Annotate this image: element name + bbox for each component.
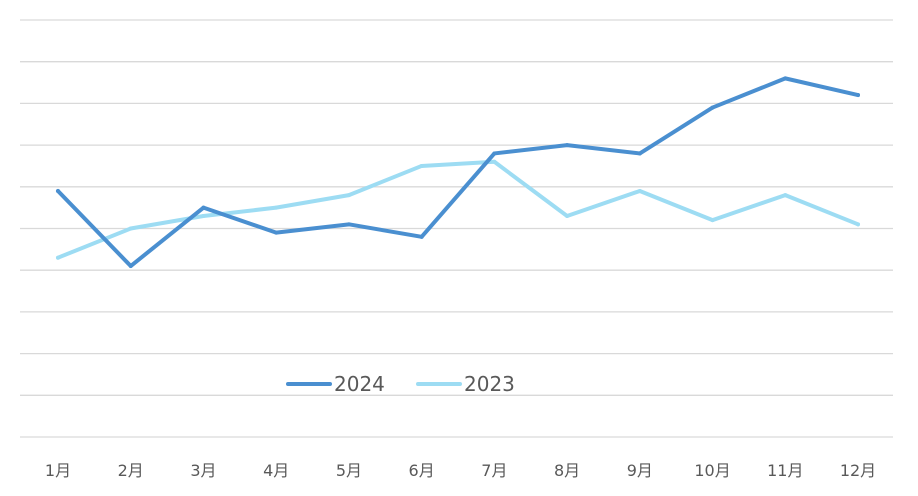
- data-point-2023: [856, 222, 860, 227]
- x-tick-label: 11月: [767, 461, 803, 480]
- data-point-2023: [492, 159, 497, 164]
- legend-item-2024: 2024: [286, 372, 385, 396]
- x-tick-label: 3月: [190, 461, 216, 480]
- series-line-2024: [56, 76, 860, 269]
- x-axis-ticks: 1月 2月 3月 4月 5月 6月 7月 8月 9月 10月 11月 12月: [45, 461, 876, 480]
- legend-label: 2024: [334, 372, 385, 396]
- legend-item-2023: 2023: [416, 372, 515, 396]
- x-tick-label: 9月: [627, 461, 653, 480]
- x-tick-label: 6月: [409, 461, 435, 480]
- x-tick-label: 4月: [263, 461, 289, 480]
- x-tick-label: 1月: [45, 461, 71, 480]
- x-tick-label: 8月: [554, 461, 580, 480]
- x-tick-label: 12月: [840, 461, 876, 480]
- series-lines: [56, 76, 860, 269]
- legend-label: 2023: [464, 372, 515, 396]
- data-point-2023: [201, 213, 206, 218]
- data-point-2023: [128, 226, 133, 231]
- data-point-2023: [710, 218, 715, 223]
- x-tick-label: 2月: [118, 461, 144, 480]
- data-point-2023: [565, 213, 570, 218]
- data-point-2023: [56, 255, 60, 260]
- data-point-2023: [419, 163, 424, 168]
- data-point-2023: [346, 193, 351, 198]
- gridlines: [20, 19, 893, 438]
- x-tick-label: 5月: [336, 461, 362, 480]
- legend: 2024 2023: [286, 372, 515, 396]
- series-line-2023: [56, 159, 860, 260]
- x-tick-label: 10月: [694, 461, 730, 480]
- data-point-2023: [637, 188, 642, 193]
- x-tick-label: 7月: [481, 461, 507, 480]
- data-point-2023: [783, 193, 788, 198]
- data-point-2023: [274, 205, 279, 210]
